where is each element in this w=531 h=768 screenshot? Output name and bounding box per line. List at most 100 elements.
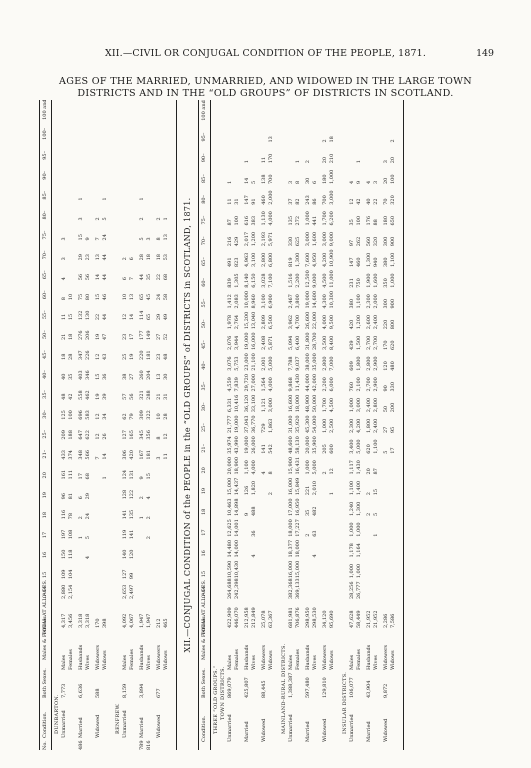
t2-sex-label: Widowers [322,644,328,670]
t1-age-value: 28 [139,254,145,261]
t1-age-value: 80 [85,293,91,301]
t1-age-value: 288 [146,390,152,400]
t2-age-value: 16,000 [288,477,294,496]
t2-age-value: 2,100 [356,377,362,392]
t2-age-value: 16,431 [295,457,301,475]
t2-age-value: 383 [251,215,257,226]
t1-age-value: 24 [102,234,108,241]
t1-condition: Unmarried [61,710,67,738]
t1-age-value: 26 [102,433,108,440]
t2-age-value: 900 [390,236,396,247]
t2-age-value: 82 [295,198,301,205]
t2-age-value: 4 [261,471,267,475]
t2-age-value: 220 [383,319,389,330]
t2-age-value: 100 [356,215,362,226]
t1-age-header: 18 [42,511,48,519]
t2-total: 58,449 [356,610,362,629]
t1-age-value: 15 [95,373,101,380]
t2-age-value: 141 [261,444,267,454]
t1-age-value: 62 [122,413,128,420]
t2-age-value: 6,150 [251,273,257,288]
t1-sex-label: Husbands [78,644,84,670]
t2-age-value: 9,000 [329,231,335,247]
t2-age-value: 3,000 [322,231,328,247]
t2-row: Wives 21,952 1 5 15 87 1,100 2,400 2,800 2,900 2,9… [373,100,380,750]
t1-age-value: 68 [85,473,91,480]
t2-age-value: 3,000 [305,231,311,247]
t1-age-value: 18 [68,333,74,341]
t2-age-value: 138 [261,174,267,184]
t2-age-value: 35,900 [312,436,318,454]
t2-age-value: 2,408 [261,335,267,350]
t2-age-value: 17 [390,447,396,454]
t2-age-value: 147 [349,257,355,267]
t2-age-value: 15,000 [295,560,301,579]
t2-age-value: 50,000 [312,394,318,413]
t2-age-value: 2,700 [366,377,372,392]
t1-left-header: Both Sexes. [42,668,48,698]
t2-age-value: 4,700 [295,314,301,330]
t2-age-value: 216 [227,236,233,247]
t2-age-value: 9 [244,512,250,516]
t2-sex-label: Widowers [383,644,389,670]
t1-both-sexes: 7,773 [61,683,67,698]
t1-sex-label: Females [129,648,135,670]
t1-age-value: 2 [139,217,145,221]
t2-age-value: 44,000 [305,374,311,392]
t1-age-value: 40 [61,373,67,380]
t2-age-value: 1,305 [234,273,240,288]
t2-age-value: 1 [373,533,379,537]
t2-age-value: 27 [383,426,389,433]
t1-age-value: 65 [146,313,152,321]
t2-age-value: 330 [390,381,396,392]
t2-age-value: 2 [366,512,372,516]
t2-age-header: 30– [201,402,207,412]
t1-age-value: 5 [139,237,145,241]
t2-age-value: 6,331 [227,397,233,413]
t2-age-value: 650 [390,215,396,226]
t2-age-value: 2,900 [373,377,379,392]
t2-age-value: 382,368 [288,578,294,599]
t2-age-value: 37,043 [244,415,250,434]
t2-age-value: 10,416 [234,394,240,413]
t1-age-value: 29 [85,493,91,500]
t2-age-value: 2,900 [373,356,379,371]
t2-age-value: 1 [329,492,335,496]
t2-total: 25,078 [261,610,267,629]
t1-total: 1,947 [139,613,145,628]
t2-total: 21,952 [373,610,379,629]
t2-age-value: 1,564 [261,377,267,392]
t1-age-value: 122 [129,489,135,500]
t2-age-header: 65– [201,257,207,266]
t1-age-value: 30 [163,373,169,380]
t2-age-value: 3,000 [356,397,362,413]
t2-sex-label: Females [356,648,362,670]
t2-age-value: 1,900 [366,273,372,288]
t2-age-value: 20 [366,468,372,475]
t2-age-value: 2,400 [373,418,379,433]
t2-age-value: 750 [356,278,362,288]
t2-age-value: 8 [268,471,274,475]
t2-age-value: 380 [383,257,389,267]
t2-age-value: 7,000 [329,356,335,371]
t2-row: Females 706,876 369,133 15,000 18,000 17,227 1… [295,100,302,750]
t2-age-value: 3,500 [322,335,328,350]
t1-age-value: 42 [68,393,74,400]
t2-age-value: 18,900 [234,457,240,475]
t2-age-value: 23,000 [244,353,250,371]
t2-row: Widows 63,367 2 8 542 1,863 3,000 4,000 5,000 5,8… [268,100,275,750]
t1-age-value: 23 [85,254,91,261]
t2-age-value: 7,788 [288,356,294,371]
t2-age-value: 30 [305,177,311,184]
t2-age-value: 3,028 [261,273,267,288]
t2-age-value: 4 [312,554,318,558]
t2-age-value: 272 [295,215,301,226]
t2-age-value: 4,300 [322,294,328,309]
t1-age-header: 95– [42,150,48,160]
t1-age-value: 622 [85,430,91,440]
t2-age-value: 15,900 [288,457,294,475]
t1-row: Unmarried 7,773 Males 4,317 2,880 109 150 197 11… [61,100,68,750]
t1-age-value: 220 [139,350,145,360]
t2-age-value: 620 [366,444,372,454]
t2-age-value: 819 [288,257,294,267]
